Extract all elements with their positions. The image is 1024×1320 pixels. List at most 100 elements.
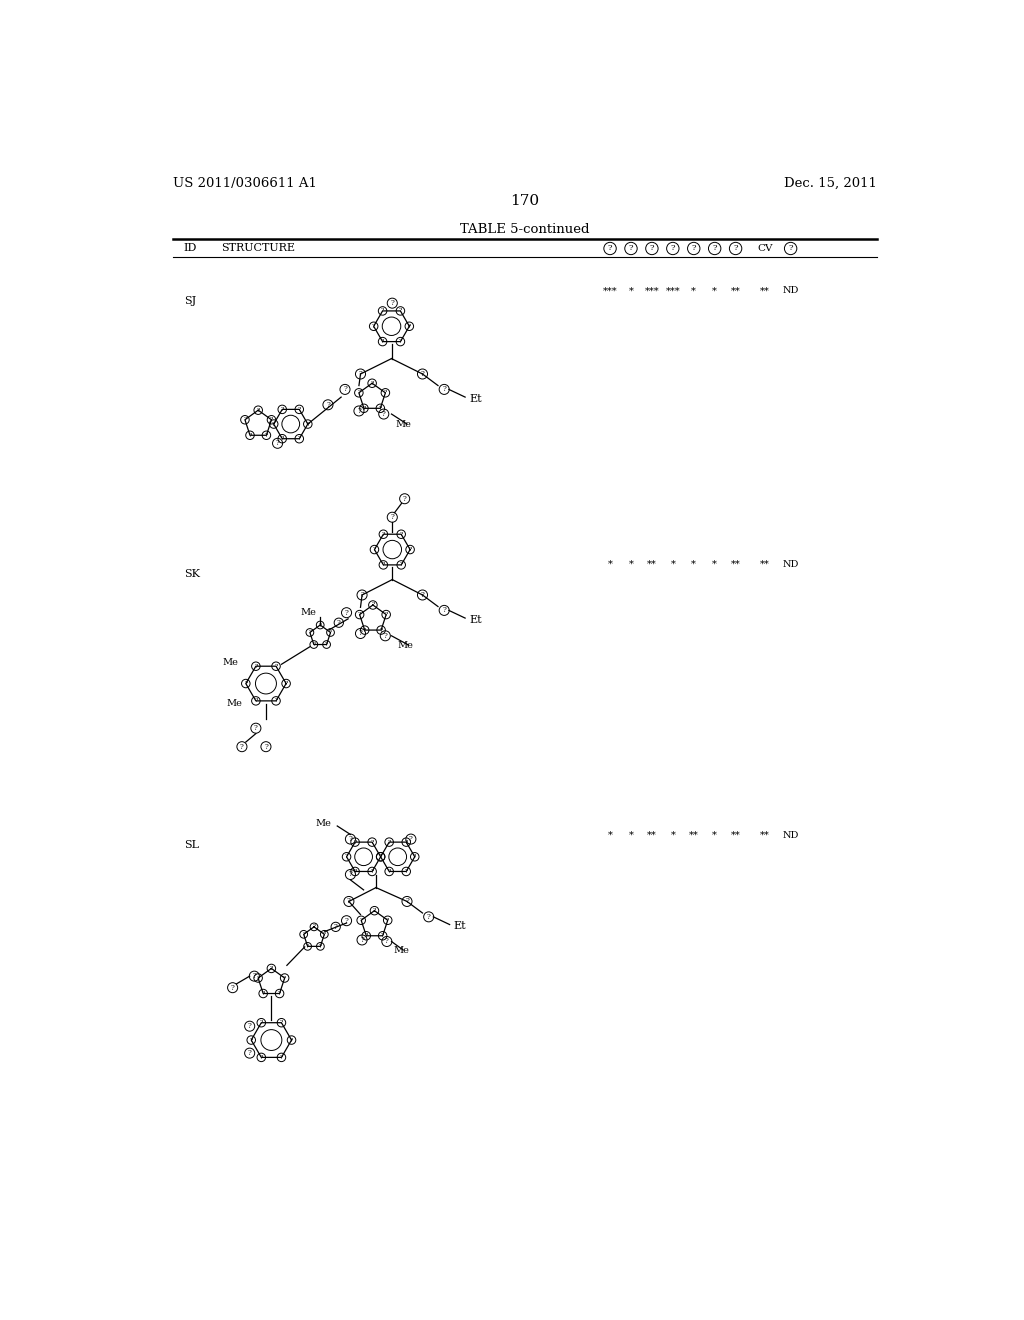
Text: ?: ?: [312, 924, 315, 929]
Text: ?: ?: [256, 975, 260, 981]
Text: ?: ?: [384, 391, 387, 395]
Text: ?: ?: [629, 244, 633, 252]
Text: ?: ?: [362, 405, 366, 411]
Text: ?: ?: [353, 869, 356, 874]
Text: ?: ?: [345, 854, 348, 859]
Text: ?: ?: [254, 698, 258, 704]
Text: ?: ?: [360, 591, 364, 599]
Text: ?: ?: [371, 840, 374, 845]
Text: ?: ?: [318, 944, 322, 949]
Text: ?: ?: [404, 869, 408, 874]
Text: ?: ?: [326, 401, 330, 409]
Text: ?: ?: [382, 562, 385, 568]
Text: ?: ?: [409, 836, 413, 843]
Text: Me: Me: [397, 640, 414, 649]
Text: US 2011/0306611 A1: US 2011/0306611 A1: [173, 177, 316, 190]
Text: ?: ?: [390, 300, 394, 308]
Text: *: *: [713, 830, 717, 840]
Text: ?: ?: [257, 408, 260, 413]
Text: ?: ?: [250, 1038, 253, 1043]
Text: ?: ?: [298, 436, 301, 441]
Text: ND: ND: [782, 286, 799, 296]
Text: ?: ?: [372, 602, 375, 607]
Text: ?: ?: [281, 407, 284, 412]
Text: ?: ?: [408, 323, 411, 329]
Text: ?: ?: [381, 339, 384, 345]
Text: **: **: [647, 830, 656, 840]
Text: SL: SL: [183, 841, 199, 850]
Text: *: *: [607, 560, 612, 569]
Text: ***: ***: [644, 286, 659, 296]
Text: ND: ND: [782, 830, 799, 840]
Text: ?: ?: [334, 923, 338, 931]
Text: ?: ?: [390, 513, 394, 521]
Text: ?: ?: [691, 244, 696, 252]
Text: ?: ?: [281, 436, 284, 441]
Text: ?: ?: [409, 546, 412, 552]
Text: ?: ?: [230, 983, 234, 991]
Text: *: *: [713, 560, 717, 569]
Text: Et: Et: [454, 921, 466, 931]
Text: ?: ?: [312, 642, 315, 647]
Text: ?: ?: [264, 743, 268, 751]
Text: ?: ?: [713, 244, 717, 252]
Text: ?: ?: [406, 898, 409, 906]
Text: *: *: [629, 560, 634, 569]
Text: ?: ?: [348, 870, 352, 879]
Text: ?: ?: [358, 630, 362, 638]
Text: ?: ?: [381, 309, 384, 313]
Text: ?: ?: [383, 632, 387, 640]
Text: ?: ?: [399, 562, 402, 568]
Text: ?: ?: [280, 1020, 284, 1026]
Text: ?: ?: [269, 417, 273, 422]
Text: ?: ?: [399, 532, 402, 537]
Text: ?: ?: [347, 898, 351, 906]
Text: ?: ?: [379, 854, 382, 859]
Text: ***: ***: [603, 286, 617, 296]
Text: ?: ?: [283, 975, 287, 981]
Text: ?: ?: [302, 932, 305, 937]
Text: ?: ?: [371, 869, 374, 874]
Text: ?: ?: [379, 854, 382, 859]
Text: ?: ?: [318, 623, 322, 627]
Text: *: *: [713, 286, 717, 296]
Text: ?: ?: [382, 532, 385, 537]
Text: ?: ?: [244, 417, 247, 422]
Text: ?: ?: [269, 966, 273, 972]
Text: ?: ?: [337, 619, 341, 627]
Text: ?: ?: [290, 1038, 293, 1043]
Text: ?: ?: [343, 385, 347, 393]
Text: ?: ?: [404, 840, 408, 845]
Text: ?: ?: [272, 421, 275, 426]
Text: ?: ?: [379, 405, 382, 411]
Text: ?: ?: [387, 840, 391, 845]
Text: ?: ?: [280, 1055, 284, 1060]
Text: ?: ?: [386, 917, 389, 923]
Text: CV: CV: [758, 244, 773, 253]
Text: ?: ?: [298, 407, 301, 412]
Text: ?: ?: [364, 627, 367, 632]
Text: ?: ?: [398, 309, 402, 313]
Text: **: **: [647, 560, 656, 569]
Text: ?: ?: [345, 609, 348, 616]
Text: ?: ?: [345, 916, 348, 925]
Text: Me: Me: [395, 420, 412, 429]
Text: ID: ID: [183, 243, 198, 253]
Text: **: **: [760, 286, 770, 296]
Text: ?: ?: [261, 991, 265, 997]
Text: ?: ?: [384, 612, 388, 616]
Text: ?: ?: [252, 972, 256, 981]
Text: **: **: [760, 830, 770, 840]
Text: Me: Me: [227, 700, 243, 708]
Text: **: **: [731, 830, 740, 840]
Text: ?: ?: [357, 391, 360, 395]
Text: ?: ?: [788, 244, 793, 252]
Text: ?: ?: [381, 933, 384, 939]
Text: ?: ?: [421, 370, 424, 378]
Text: ?: ?: [442, 606, 446, 614]
Text: **: **: [731, 560, 740, 569]
Text: ?: ?: [649, 244, 654, 252]
Text: ?: ?: [373, 908, 376, 913]
Text: *: *: [691, 560, 696, 569]
Text: ?: ?: [248, 1022, 252, 1030]
